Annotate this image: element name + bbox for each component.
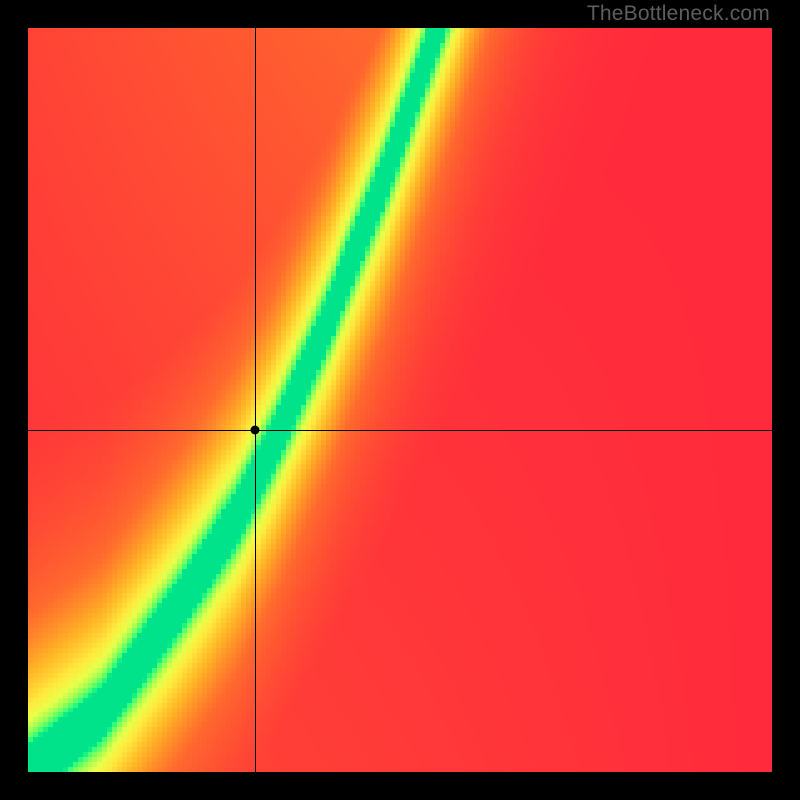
selection-marker[interactable] — [250, 425, 259, 434]
chart-container: { "watermark": { "text": "TheBottleneck.… — [0, 0, 800, 800]
watermark-text: TheBottleneck.com — [587, 2, 770, 26]
crosshair-horizontal — [28, 430, 772, 431]
bottleneck-heatmap — [28, 28, 772, 772]
crosshair-vertical — [255, 28, 256, 772]
